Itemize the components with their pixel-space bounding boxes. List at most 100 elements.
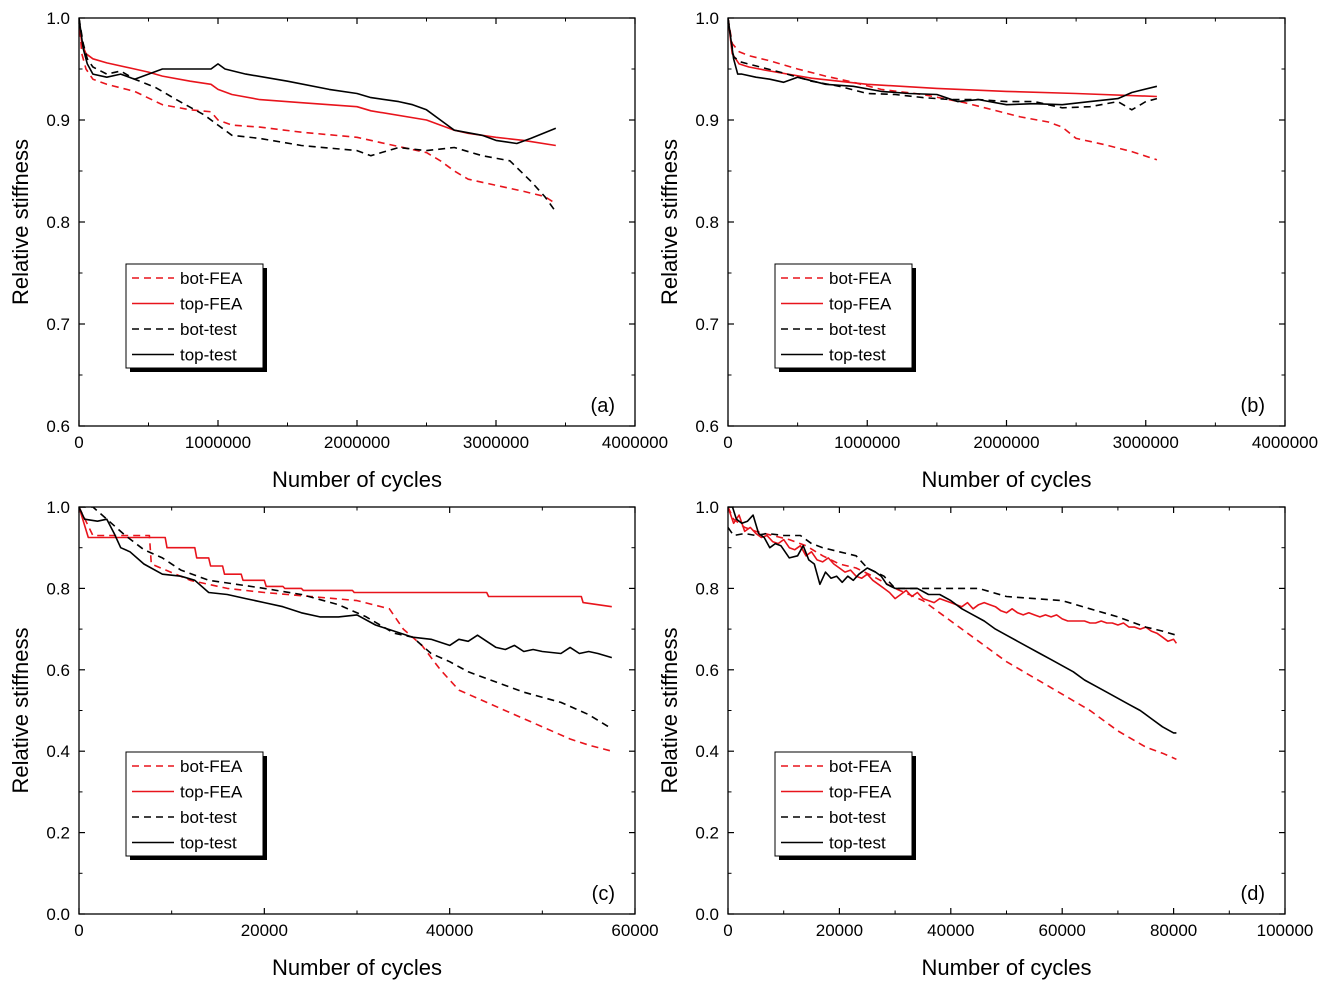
y-tick-label: 0.2 [695,824,719,843]
x-tick-label: 1000000 [834,433,900,452]
series-lines [728,18,1158,161]
legend: bot-FEA top-FEA bot-test top-test [774,263,916,372]
y-axis-title: Relative stiffness [8,139,33,305]
series-line-bot-fea [79,507,613,752]
x-axis-title: Number of cycles [922,955,1092,980]
series-line-top-test [728,18,1158,106]
panel-label: (a) [591,395,615,417]
x-tick-label: 60000 [611,921,658,940]
x-axis-title: Number of cycles [272,955,442,980]
legend-label: top-FEA [829,295,892,314]
y-tick-label: 1.0 [695,9,719,28]
series-line-bot-fea [728,18,1158,161]
y-tick-label: 0.4 [695,742,719,761]
series-line-bot-fea [79,18,557,205]
x-tick-label: 100000 [1257,921,1314,940]
legend: bot-FEA top-FEA bot-test top-test [125,263,267,372]
panel-label: (b) [1241,395,1265,417]
legend-box [125,263,264,369]
y-tick-label: 0.2 [46,824,70,843]
legend: bot-FEA top-FEA bot-test top-test [125,751,267,860]
y-tick-label: 0.8 [695,579,719,598]
legend-label: bot-FEA [180,269,243,288]
y-tick-label: 0.4 [46,742,70,761]
y-tick-label: 0.6 [695,661,719,680]
series-line-top-fea [79,507,612,608]
legend-box [125,751,264,857]
legend-label: bot-FEA [829,269,892,288]
series-lines [79,507,613,752]
panel-label: (d) [1241,883,1265,905]
panel-d: 0 20000 40000 60000 80000 100000 0.0 0.2 0.4 0.6 0… [657,498,1313,980]
y-tick-label: 0.9 [695,111,719,130]
x-tick-label: 4000000 [602,433,668,452]
series-line-bot-fea [728,507,1177,761]
x-tick-label: 20000 [816,921,863,940]
legend-label: top-test [829,346,886,365]
legend-label: bot-test [180,320,237,339]
y-tick-label: 0.8 [695,213,719,232]
y-tick-label: 0.7 [46,315,70,334]
series-lines [728,507,1178,761]
series-line-bot-test [728,526,1177,636]
series-line-top-test [79,18,557,145]
x-tick-label: 4000000 [1252,433,1318,452]
series-line-top-fea [79,18,556,147]
series-line-top-fea [728,18,1157,98]
panel-b: 0 1000000 2000000 3000000 4000000 0.6 0.7 0.8 0.… [657,9,1318,492]
series-line-bot-test [79,507,613,730]
x-tick-label: 2000000 [324,433,390,452]
series-line-bot-test [728,18,1158,111]
y-tick-label: 0.6 [46,417,70,436]
y-tick-label: 0.0 [695,905,719,924]
legend-label: top-FEA [180,295,243,314]
legend: bot-FEA top-FEA bot-test top-test [774,751,916,860]
x-tick-label: 3000000 [1113,433,1179,452]
y-tick-label: 1.0 [46,498,70,517]
legend-label: top-test [180,346,237,365]
legend-label: bot-test [180,808,237,827]
series-lines [79,18,557,213]
series-line-top-test [79,507,613,659]
legend-label: bot-test [829,320,886,339]
x-tick-label: 40000 [426,921,473,940]
x-tick-label: 2000000 [973,433,1039,452]
x-tick-label: 80000 [1150,921,1197,940]
x-tick-label: 1000000 [185,433,251,452]
x-tick-label: 0 [723,921,732,940]
legend-label: top-test [180,834,237,853]
x-axis-title: Number of cycles [922,467,1092,492]
series-line-top-test [728,507,1177,734]
x-tick-label: 20000 [241,921,288,940]
legend-label: top-test [829,834,886,853]
y-tick-label: 0.7 [695,315,719,334]
y-tick-label: 0.8 [46,579,70,598]
x-tick-label: 0 [74,433,83,452]
legend-label: bot-FEA [180,757,243,776]
legend-label: top-FEA [180,783,243,802]
x-tick-label: 0 [74,921,83,940]
panel-label: (c) [592,883,615,905]
x-axis-title: Number of cycles [272,467,442,492]
legend-label: bot-test [829,808,886,827]
legend-box [774,263,913,369]
x-tick-label: 40000 [927,921,974,940]
panel-a: 0 1000000 2000000 3000000 4000000 0.6 0.7 0.8 0.… [8,9,668,492]
y-tick-label: 1.0 [695,498,719,517]
y-tick-label: 0.6 [695,417,719,436]
y-tick-label: 0.6 [46,661,70,680]
y-axis-title: Relative stiffness [8,628,33,794]
legend-label: top-FEA [829,783,892,802]
y-axis-title: Relative stiffness [657,628,682,794]
x-tick-label: 60000 [1039,921,1086,940]
legend-label: bot-FEA [829,757,892,776]
y-axis-title: Relative stiffness [657,139,682,305]
y-tick-label: 0.8 [46,213,70,232]
y-tick-label: 1.0 [46,9,70,28]
x-tick-label: 3000000 [463,433,529,452]
y-tick-label: 0.0 [46,905,70,924]
x-tick-label: 0 [723,433,732,452]
series-line-bot-test [79,18,557,213]
legend-box [774,751,913,857]
